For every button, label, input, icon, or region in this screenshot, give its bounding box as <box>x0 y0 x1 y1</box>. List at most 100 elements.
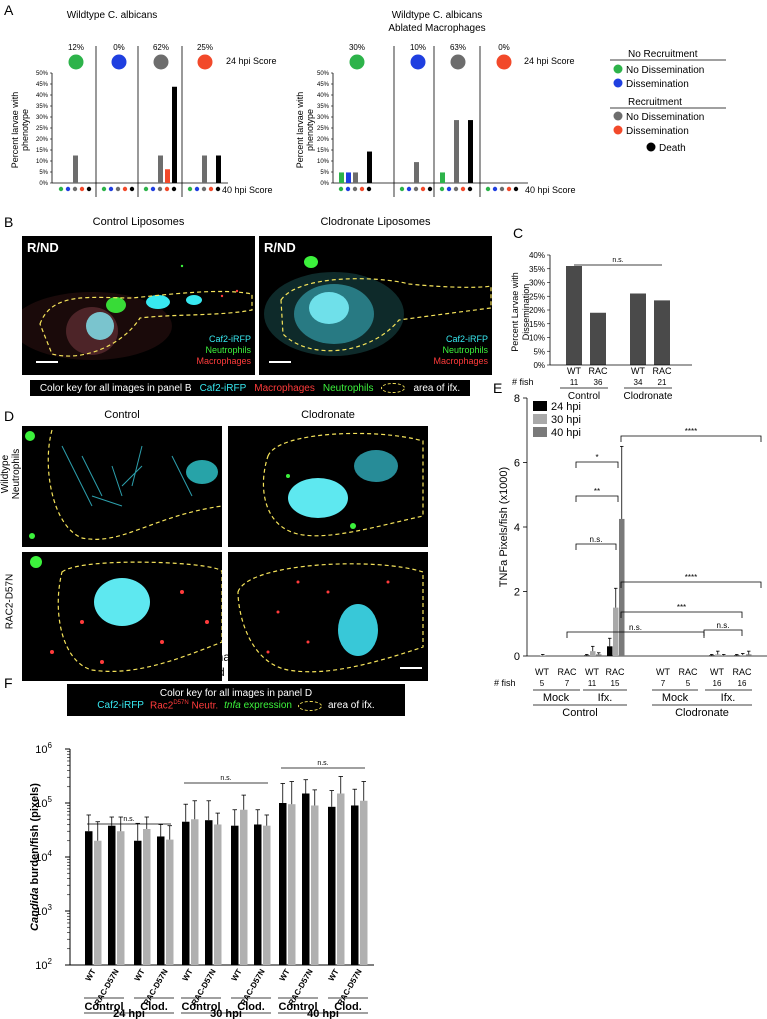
bar <box>279 803 287 965</box>
control-label: Control <box>181 1001 220 1013</box>
panel-label-f: F <box>4 675 13 691</box>
panel-a-legend: No Recruitment No Dissemination Dissemin… <box>610 49 726 154</box>
hpi-label: 40 hpi <box>307 1008 339 1019</box>
bar-40hpi <box>165 169 170 183</box>
clod-label: Clod. <box>334 1001 362 1013</box>
y-tick-exp: 2 <box>48 957 53 966</box>
clodronate-label: Clodronate <box>675 707 729 719</box>
bar-40hpi <box>414 162 419 183</box>
y-label-line: Dissemination <box>521 284 531 341</box>
y-label-rest: burden/fish (pixels) <box>29 783 41 888</box>
legend-red-dot <box>613 125 623 135</box>
group-label: Clodronate <box>624 391 673 402</box>
y-axis-label: Percent Larvae with Dissemination <box>510 272 531 352</box>
score40-dot <box>366 186 372 192</box>
bar <box>596 654 602 656</box>
y-tick-label: 30% <box>36 115 49 121</box>
score24-dot <box>450 54 466 70</box>
score40-dot <box>420 186 426 192</box>
sig-label: n.s. <box>317 760 328 767</box>
sig-bracket <box>575 495 619 502</box>
panel-b-key-neut: Neutrophils <box>322 382 374 394</box>
category-label: WT <box>585 667 599 677</box>
category-label: WT <box>278 967 292 982</box>
panel-label-c: C <box>513 225 523 241</box>
hpi-label: 24 hpi <box>113 1008 145 1019</box>
score40-dot <box>208 186 214 192</box>
score24-dot <box>496 54 512 70</box>
bar <box>721 655 727 656</box>
y-tick-label: 30% <box>317 115 330 121</box>
fish-count: 11 <box>570 378 579 387</box>
y-tick-label: 30% <box>529 279 545 288</box>
legend-no-recruitment: No Recruitment <box>628 49 698 60</box>
panel-d-control-title: Control <box>104 409 140 421</box>
panel-d-key-tnfa: tnfa expression <box>224 700 292 712</box>
fish-count: 7 <box>565 679 570 688</box>
score40-dot <box>157 186 163 192</box>
ifx-label: Ifx. <box>598 692 613 704</box>
legend-swatch <box>533 414 547 424</box>
category-label: RAC <box>588 366 608 376</box>
bar <box>360 800 368 965</box>
legend-no-dissemination-1: No Dissemination <box>626 65 704 76</box>
sig-bracket <box>620 581 762 588</box>
bar <box>214 824 222 965</box>
score24-dot <box>410 54 426 70</box>
y-tick-label: 15% <box>317 148 330 154</box>
y-tick-label: 35% <box>529 265 545 274</box>
legend-death: Death <box>659 143 686 154</box>
score40-dot <box>439 186 445 192</box>
panel-d-row2-label: RAC2-D57N <box>4 573 16 630</box>
bar-40hpi <box>367 151 372 183</box>
bar <box>117 831 125 965</box>
bar <box>337 793 345 965</box>
fish-count: 15 <box>611 679 620 688</box>
group-label: Control <box>568 391 600 402</box>
panel-a-right-chart: 0% 5% 10% 15% 20% 25% 30% 35% 40% 45% 50% 30% 10% 63%… <box>317 43 528 197</box>
bar <box>584 655 590 656</box>
bar <box>566 266 582 365</box>
category-label: WT <box>567 366 581 376</box>
legend-label: 30 hpi <box>551 414 581 426</box>
bar-40hpi <box>454 120 459 183</box>
bar <box>740 655 746 656</box>
score40-dot <box>108 186 114 192</box>
score24-percent: 10% <box>410 43 426 52</box>
bar <box>607 646 613 656</box>
panel-a-right-ylabel: Percent larvae with phenotype <box>295 92 315 169</box>
panel-b-key-caf: Caf2-iRFP <box>199 382 247 394</box>
score24-percent: 0% <box>498 43 510 52</box>
panel-d-rac-control-image <box>22 552 222 681</box>
score24-dot <box>111 54 127 70</box>
sig-label: n.s. <box>629 623 642 632</box>
sig-label: n.s. <box>220 775 231 782</box>
panel-d-key-area: area of ifx. <box>327 700 375 712</box>
score40-dot <box>499 186 505 192</box>
y-axis-label: Candida burden/fish (pixels) <box>29 783 41 931</box>
score40-dot <box>65 186 71 192</box>
svg-text:phenotype: phenotype <box>305 109 315 151</box>
sig-bracket <box>620 611 743 618</box>
bar <box>734 655 740 656</box>
legend-black-dot <box>646 142 656 152</box>
panel-b-control-tag: R/ND <box>27 240 59 255</box>
legend-dissemination-2: Dissemination <box>626 126 689 137</box>
bar <box>302 793 310 965</box>
bar <box>619 518 625 656</box>
legend-no-dissemination-2: No Dissemination <box>626 112 704 123</box>
bar-40hpi <box>339 172 344 183</box>
category-label: WT <box>710 667 724 677</box>
y-label-line: Percent Larvae with <box>510 272 520 352</box>
panel-b-color-key: Color key for all images in panel B Caf2… <box>30 380 470 396</box>
panel-b-control-title: Control Liposomes <box>92 216 185 228</box>
fish-count: 16 <box>713 679 722 688</box>
score24-percent: 12% <box>68 43 84 52</box>
bar <box>205 820 213 965</box>
bar <box>85 831 93 965</box>
panel-label-e: E <box>493 380 502 396</box>
bar <box>540 655 546 656</box>
bar-40hpi <box>158 155 163 183</box>
panel-b-control-neut: Neutrophils <box>205 345 251 355</box>
category-label: WT <box>656 667 670 677</box>
